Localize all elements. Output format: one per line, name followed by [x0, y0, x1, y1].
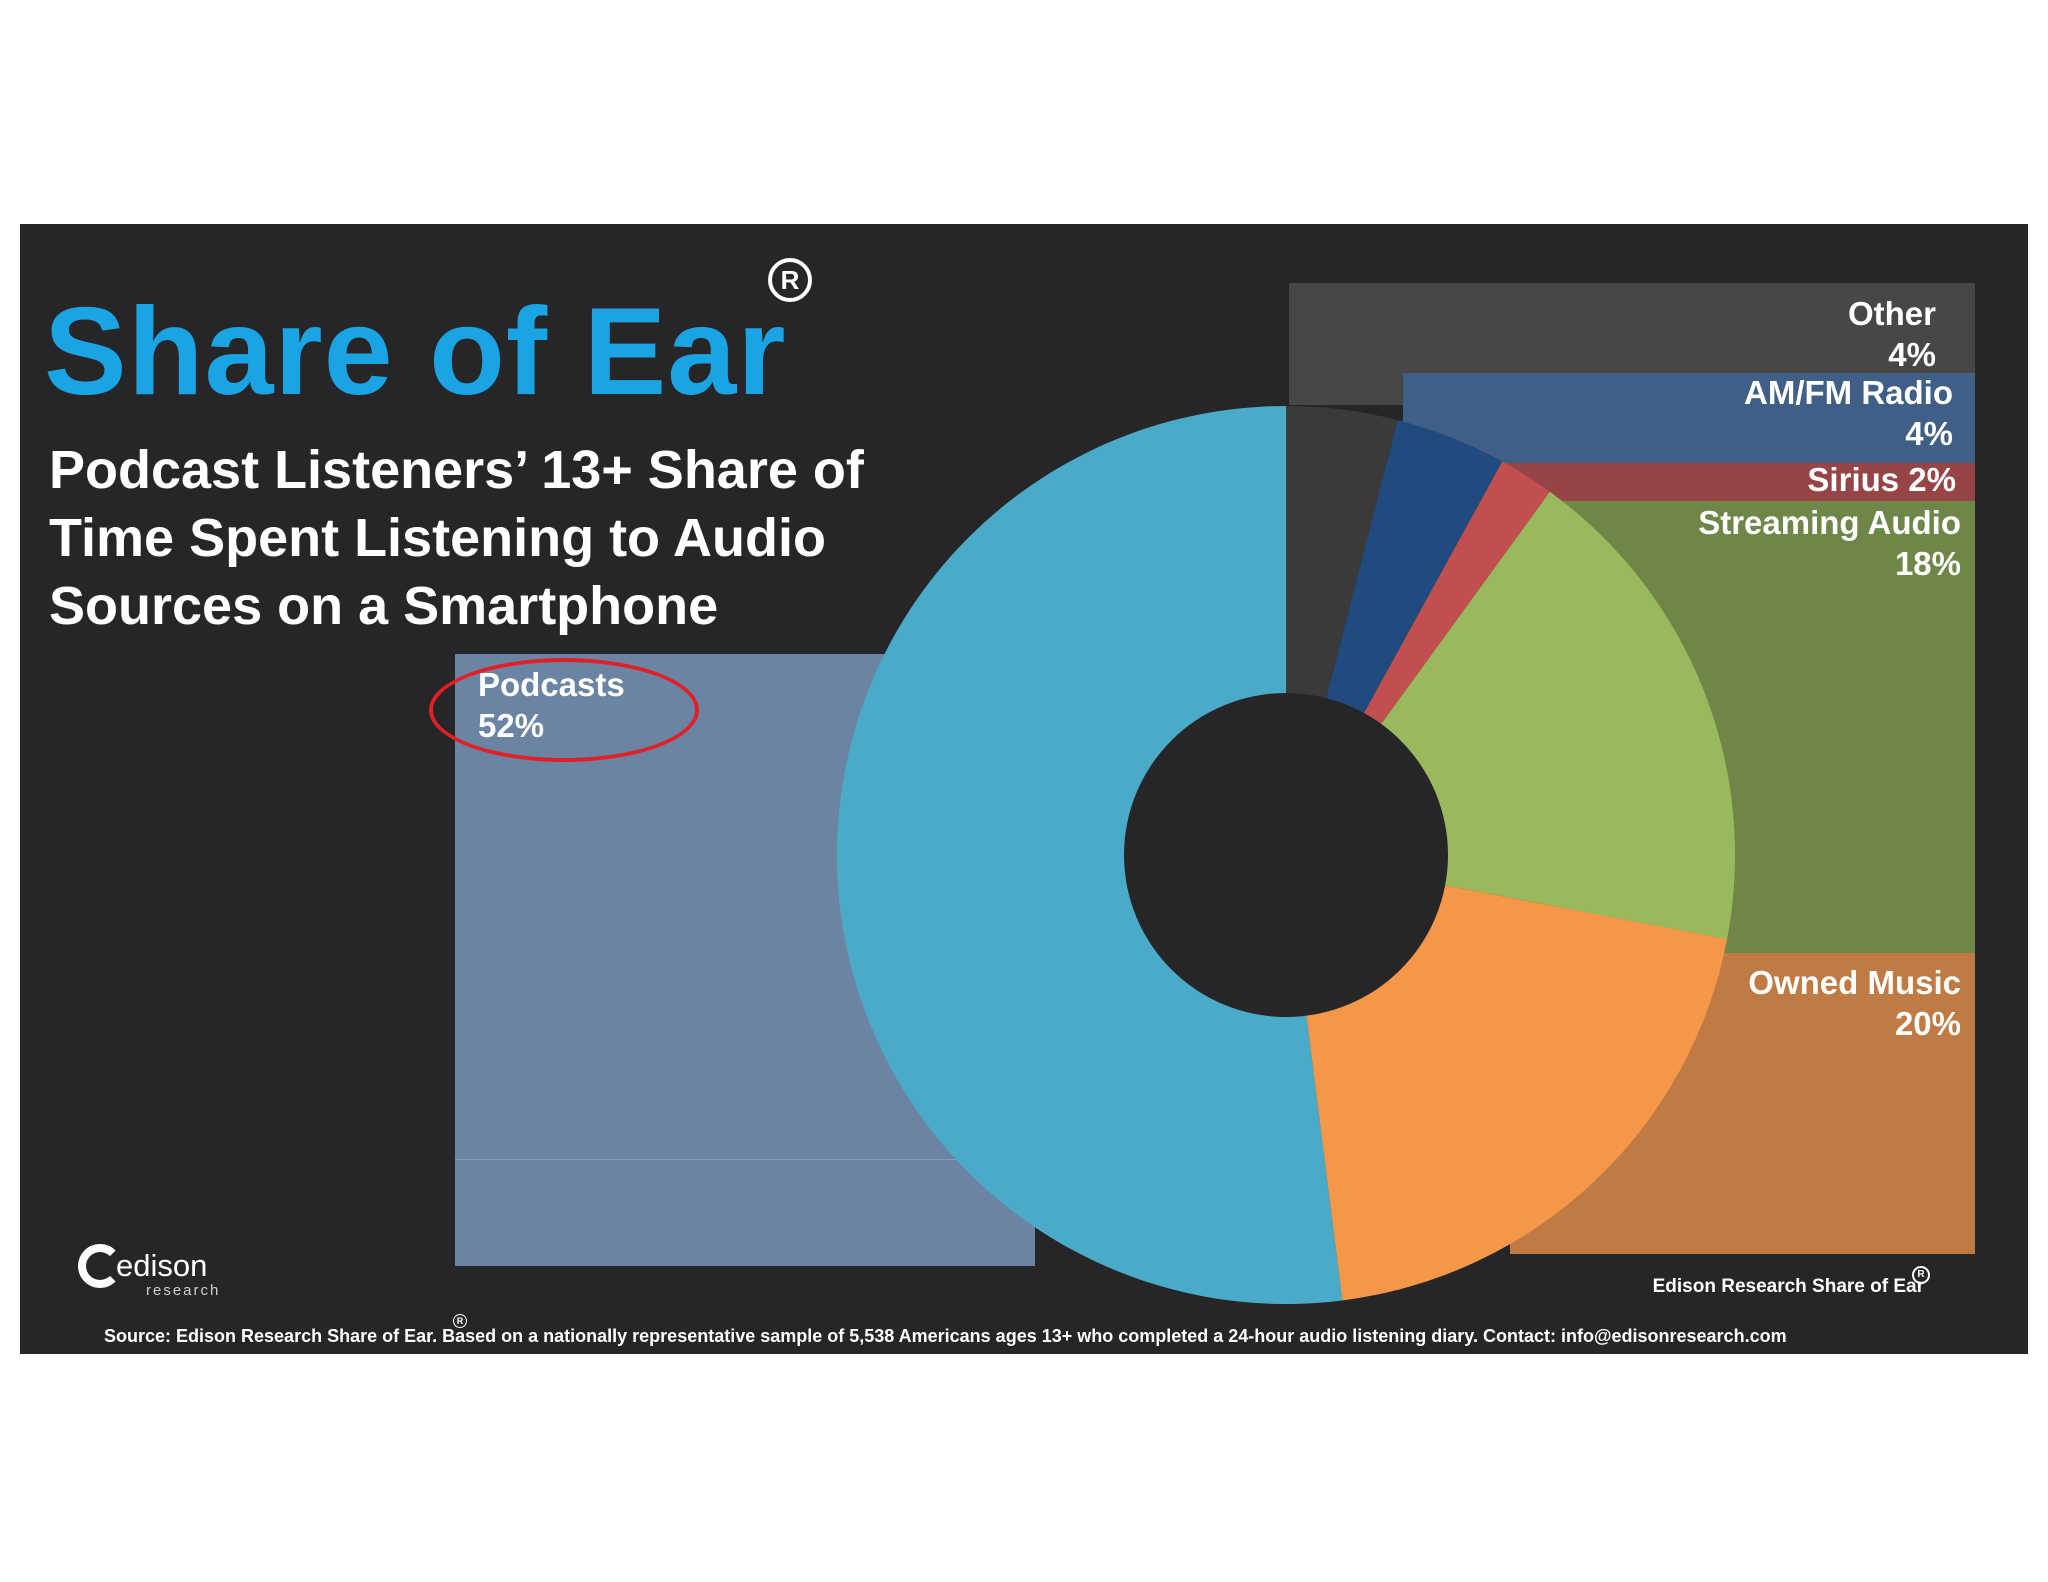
- credit-text: Edison Research Share of Ear: [1652, 1276, 1924, 1297]
- registered-trademark-icon: R: [768, 258, 812, 302]
- source-note: Source: Edison Research Share of Ear. Ba…: [104, 1326, 1787, 1346]
- podcasts-band-divider: [455, 1159, 1005, 1160]
- donut-chart: [837, 406, 1735, 1304]
- slice-label-sirius-name: Sirius 2%: [1807, 461, 1956, 498]
- slice-label-owned-name: Owned Music: [1748, 964, 1961, 1001]
- logo-wordmark: edison: [116, 1248, 208, 1283]
- slice-label-other-value: 4%: [1888, 336, 1936, 373]
- slice-label-streaming-name: Streaming Audio: [1698, 504, 1961, 541]
- sirius-label-band: [1501, 463, 1975, 501]
- slice-label-amfm-name: AM/FM Radio: [1744, 374, 1953, 411]
- registered-trademark-icon: R: [1912, 1266, 1930, 1284]
- slice-label-streaming: Streaming Audio 18%: [1698, 502, 1961, 584]
- slice-label-amfm: AM/FM Radio 4%: [1744, 372, 1953, 454]
- slice-label-owned-music: Owned Music 20%: [1748, 962, 1961, 1044]
- logo-subtext: research: [146, 1282, 221, 1299]
- slice-label-other: Other 4%: [1848, 293, 1936, 375]
- registered-trademark-icon: R: [453, 1314, 467, 1328]
- amfm-label-band: [1403, 373, 1975, 463]
- podcasts-highlight-circle: [429, 658, 699, 762]
- slice-label-streaming-value: 18%: [1894, 545, 1961, 582]
- slice-label-amfm-value: 4%: [1905, 415, 1953, 452]
- slice-label-other-name: Other: [1847, 295, 1936, 332]
- donut-hole: [1124, 693, 1448, 1017]
- slice-label-sirius: Sirius 2%: [1807, 459, 1956, 500]
- page-title: Share of Ear: [44, 283, 787, 421]
- slice-label-owned-value: 20%: [1894, 1005, 1961, 1042]
- edison-logo-icon: [78, 1244, 122, 1288]
- chart-subtitle: Podcast Listeners’ 13+ Share of Time Spe…: [49, 440, 864, 636]
- slice-podcasts: [837, 406, 1343, 1304]
- edison-research-logo: edison research: [54, 1226, 234, 1316]
- slide: Share of Ear R Podcast Listeners’ 13+ Sh…: [20, 224, 2028, 1354]
